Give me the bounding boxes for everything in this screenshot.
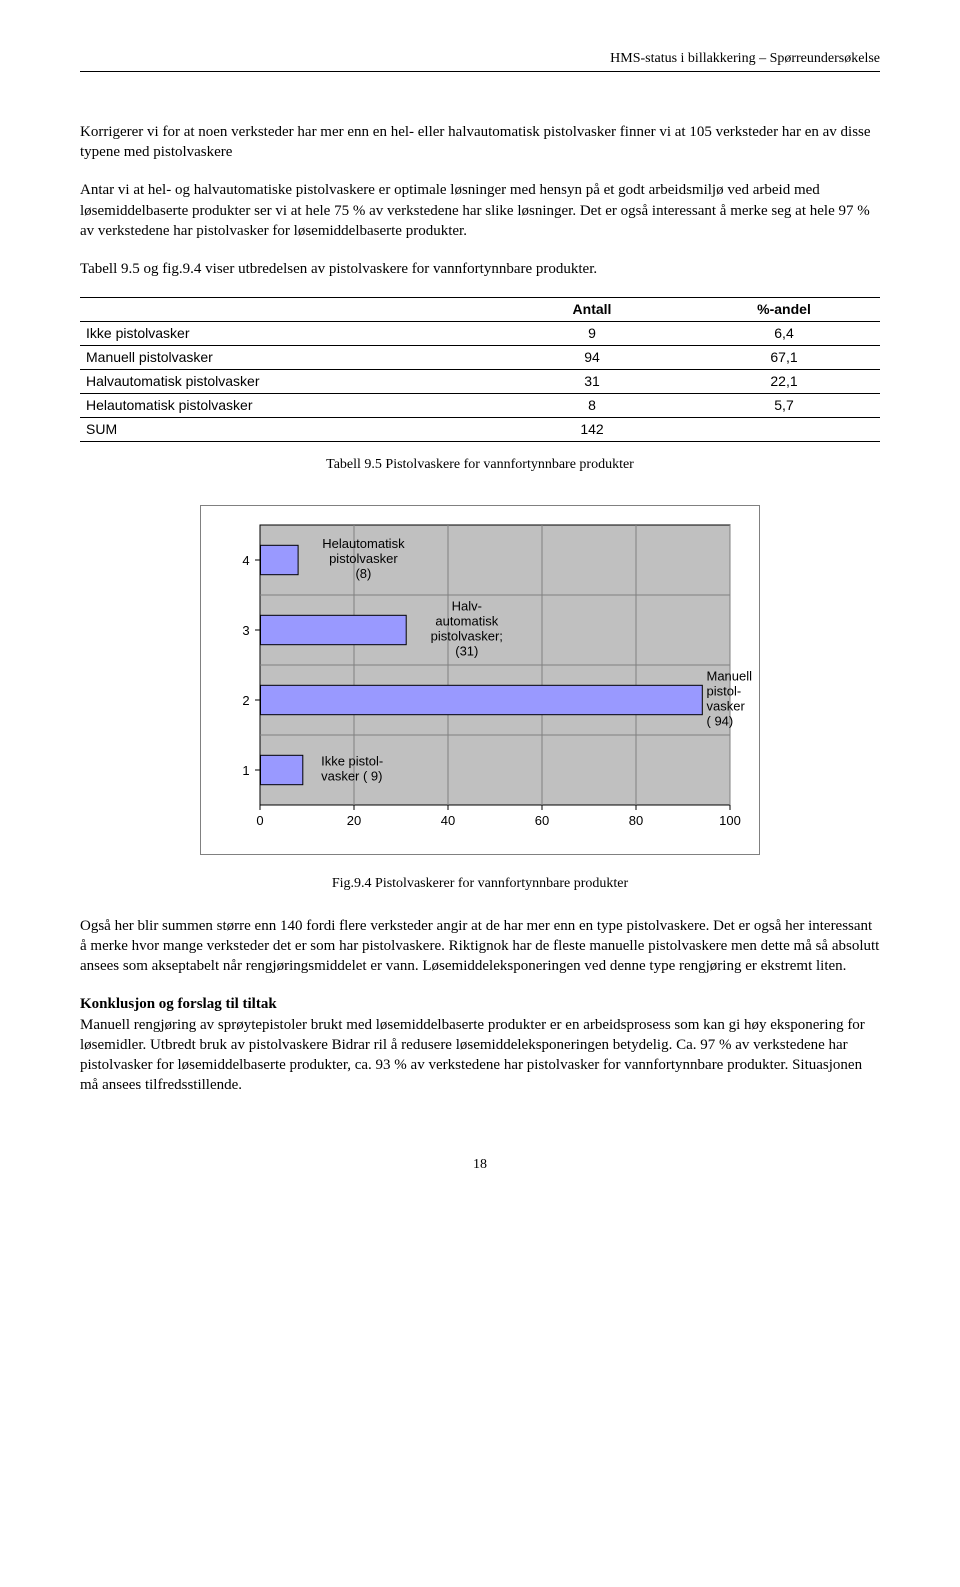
svg-text:vasker: vasker bbox=[707, 698, 746, 713]
svg-text:2: 2 bbox=[242, 693, 249, 708]
table-header-row: Antall %-andel bbox=[80, 298, 880, 322]
svg-text:1: 1 bbox=[242, 763, 249, 778]
table-cell-andel: 5,7 bbox=[688, 393, 880, 417]
svg-text:100: 100 bbox=[719, 813, 741, 828]
paragraph-1: Korrigerer vi for at noen verksteder har… bbox=[80, 122, 880, 163]
table-cell-label: SUM bbox=[80, 417, 496, 441]
svg-text:Halv-: Halv- bbox=[452, 598, 482, 613]
table-row: Manuell pistolvasker 94 67,1 bbox=[80, 346, 880, 370]
table-row: SUM 142 bbox=[80, 417, 880, 441]
table-row: Ikke pistolvasker 9 6,4 bbox=[80, 322, 880, 346]
table-cell-antall: 8 bbox=[496, 393, 688, 417]
svg-text:(31): (31) bbox=[455, 643, 478, 658]
table-cell-label: Manuell pistolvasker bbox=[80, 346, 496, 370]
table-cell-label: Halvautomatisk pistolvasker bbox=[80, 370, 496, 394]
konklusjon-section: Konklusjon og forslag til tiltak Manuell… bbox=[80, 994, 880, 1095]
header-rule bbox=[80, 71, 880, 72]
svg-text:40: 40 bbox=[441, 813, 455, 828]
table-row: Halvautomatisk pistolvasker 31 22,1 bbox=[80, 370, 880, 394]
table-cell-label: Helautomatisk pistolvasker bbox=[80, 393, 496, 417]
svg-text:80: 80 bbox=[629, 813, 643, 828]
table-cell-antall: 94 bbox=[496, 346, 688, 370]
svg-text:Ikke pistol-: Ikke pistol- bbox=[321, 753, 383, 768]
svg-text:20: 20 bbox=[347, 813, 361, 828]
svg-text:Manuell: Manuell bbox=[707, 668, 753, 683]
table-header-antall: Antall bbox=[496, 298, 688, 322]
paragraph-5: Manuell rengjøring av sprøytepistoler br… bbox=[80, 1017, 865, 1094]
page-number: 18 bbox=[80, 1156, 880, 1175]
svg-text:pistol-: pistol- bbox=[707, 683, 742, 698]
data-table: Antall %-andel Ikke pistolvasker 9 6,4 M… bbox=[80, 297, 880, 441]
svg-text:pistolvasker;: pistolvasker; bbox=[431, 628, 503, 643]
table-cell-andel bbox=[688, 417, 880, 441]
svg-text:( 94): ( 94) bbox=[707, 713, 734, 728]
table-row: Helautomatisk pistolvasker 8 5,7 bbox=[80, 393, 880, 417]
svg-text:60: 60 bbox=[535, 813, 549, 828]
figure-caption: Fig.9.4 Pistolvaskerer for vannfortynnba… bbox=[80, 875, 880, 894]
paragraph-4: Også her blir summen større enn 140 ford… bbox=[80, 916, 880, 977]
svg-text:Helautomatisk: Helautomatisk bbox=[322, 536, 405, 551]
konklusjon-heading: Konklusjon og forslag til tiltak bbox=[80, 996, 277, 1012]
table-cell-antall: 31 bbox=[496, 370, 688, 394]
svg-text:vasker ( 9): vasker ( 9) bbox=[321, 768, 382, 783]
paragraph-2: Antar vi at hel- og halvautomatiske pist… bbox=[80, 180, 880, 241]
table-header-blank bbox=[80, 298, 496, 322]
table-caption: Tabell 9.5 Pistolvaskere for vannfortynn… bbox=[80, 456, 880, 475]
page-header: HMS-status i billakkering – Spørreunders… bbox=[80, 50, 880, 69]
paragraph-3: Tabell 9.5 og fig.9.4 viser utbredelsen … bbox=[80, 259, 880, 279]
table-header-andel: %-andel bbox=[688, 298, 880, 322]
table-cell-andel: 6,4 bbox=[688, 322, 880, 346]
svg-text:0: 0 bbox=[256, 813, 263, 828]
table-cell-andel: 67,1 bbox=[688, 346, 880, 370]
svg-text:4: 4 bbox=[242, 553, 249, 568]
bar-chart: 0204060801001234Helautomatiskpistolvaske… bbox=[200, 505, 760, 855]
table-cell-label: Ikke pistolvasker bbox=[80, 322, 496, 346]
table-cell-antall: 142 bbox=[496, 417, 688, 441]
table-cell-andel: 22,1 bbox=[688, 370, 880, 394]
svg-text:pistolvasker: pistolvasker bbox=[329, 551, 398, 566]
svg-text:automatisk: automatisk bbox=[435, 613, 498, 628]
svg-text:(8): (8) bbox=[355, 566, 371, 581]
svg-text:3: 3 bbox=[242, 623, 249, 638]
table-cell-antall: 9 bbox=[496, 322, 688, 346]
